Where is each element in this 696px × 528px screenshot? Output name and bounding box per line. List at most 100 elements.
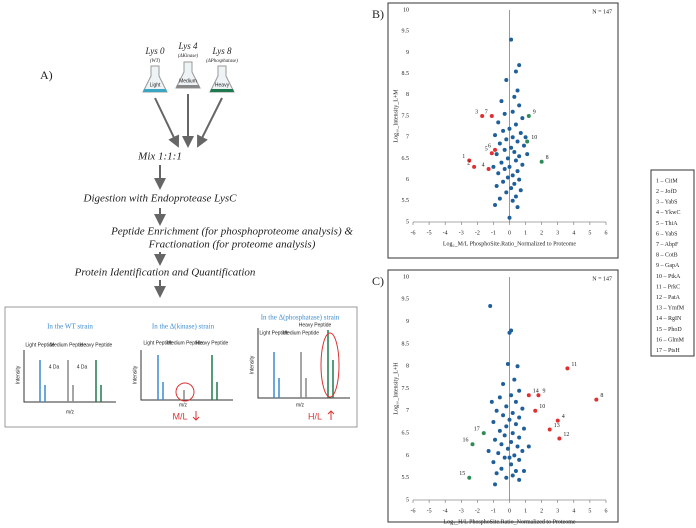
strain-sub: (ΔKinase)	[178, 54, 198, 59]
point	[504, 404, 509, 409]
point	[520, 406, 525, 411]
point-label: 8	[600, 393, 603, 399]
point-label: 16	[463, 438, 469, 444]
point	[494, 471, 499, 476]
point	[505, 175, 510, 180]
flask-label: Heavy	[215, 82, 230, 88]
point	[502, 167, 507, 171]
point	[515, 169, 520, 174]
point	[504, 424, 509, 429]
strain-name: Lys 8	[212, 46, 232, 56]
point	[502, 455, 507, 460]
point	[502, 147, 507, 152]
note: N = 147	[592, 9, 612, 15]
highlight	[320, 332, 340, 398]
legend-item: 3 – YabS	[656, 200, 678, 206]
point-label: 9	[533, 109, 536, 115]
point	[507, 126, 512, 131]
x-tick-label: -5	[427, 508, 432, 514]
axis-label: m/z	[296, 402, 305, 408]
point	[517, 477, 522, 482]
point	[513, 194, 518, 199]
point	[515, 88, 520, 93]
legend: 1 – CitM 2 – JofD 3 – YabS 4 – YkwC 5 – ThiA…	[656, 178, 685, 354]
flask-liquid	[176, 85, 200, 88]
legend-box	[650, 169, 695, 357]
point	[513, 469, 518, 474]
point	[504, 475, 509, 480]
point	[533, 408, 538, 413]
point	[510, 135, 515, 140]
x-tick-label: 1	[524, 230, 527, 236]
flask-liquid	[210, 89, 234, 92]
point	[517, 154, 522, 159]
flask-label: Light	[150, 82, 161, 88]
point	[491, 460, 496, 465]
point-label: 11	[571, 362, 577, 368]
point	[517, 103, 522, 108]
point-label: 17	[474, 426, 480, 432]
point-label: 14	[533, 389, 539, 395]
peak-label: Heavy Peptide	[299, 322, 332, 328]
point	[520, 448, 525, 453]
strain-name: Lys 0	[145, 46, 165, 56]
legend-item: 12 – PatA	[656, 295, 681, 301]
point-label: 7	[485, 109, 488, 115]
x-tick-label: 0	[508, 508, 511, 514]
panel-label: A)	[40, 68, 53, 82]
highlight	[175, 382, 195, 402]
panel-label: B)	[372, 7, 384, 21]
point	[510, 198, 515, 203]
x-tick-label: 4	[572, 508, 575, 514]
point	[499, 99, 504, 104]
point	[507, 330, 512, 335]
x-tick-label: -1	[491, 230, 496, 236]
point	[493, 437, 498, 442]
spectrum-title: In the Δ(phosphatase) strain	[261, 314, 340, 322]
spectrum-kinase: In the Δ(kinase) strain Intensity m/z Li…	[132, 323, 233, 421]
point	[523, 135, 528, 140]
point	[565, 366, 570, 371]
point	[507, 215, 512, 220]
axis-label: Intensity	[132, 365, 138, 384]
peak-label: Medium Peptide	[283, 330, 319, 336]
legend-item: 8 – CotB	[656, 253, 678, 259]
point	[502, 433, 507, 438]
note: N = 147	[592, 276, 612, 282]
point	[555, 418, 560, 423]
point-label: 12	[563, 432, 569, 438]
legend-item: 9 – GapA	[656, 263, 680, 269]
x-tick-label: 2	[540, 508, 543, 514]
point-label: 9	[542, 389, 545, 395]
y-tick-label: 6.5	[402, 430, 410, 436]
point	[497, 196, 502, 201]
x-tick-label: 5	[588, 508, 591, 514]
x-axis-label: Log₂_H/L PhosphoSite.Ratio_Normalized to…	[443, 519, 576, 525]
point	[501, 382, 506, 387]
legend-item: 13 – YmfM	[656, 305, 685, 312]
axis-label: m/z	[66, 409, 75, 415]
point	[489, 114, 494, 118]
spectrum-phosphatase: In the Δ(phosphatase) strain Intensity m…	[249, 314, 350, 421]
point	[512, 181, 517, 186]
y-tick-label: 8	[406, 92, 409, 98]
y-tick-label: 5	[406, 219, 409, 225]
x-tick-label: -4	[443, 230, 448, 236]
point	[493, 133, 498, 138]
peak-label: Light Peptide	[25, 342, 54, 348]
strain-sub: (ΔPhosphatase)	[206, 59, 238, 64]
y-tick-label: 9.5	[402, 297, 410, 303]
x-tick-label: 1	[524, 508, 527, 514]
point-label: 1	[462, 154, 465, 160]
legend-item: 2 – JofD	[656, 188, 677, 195]
point	[594, 397, 599, 402]
point	[493, 147, 498, 152]
point	[512, 453, 517, 458]
x-tick-label: -3	[459, 508, 464, 514]
point-label: 8	[546, 155, 549, 161]
axes	[257, 328, 350, 399]
point	[501, 413, 506, 418]
point	[472, 164, 477, 169]
